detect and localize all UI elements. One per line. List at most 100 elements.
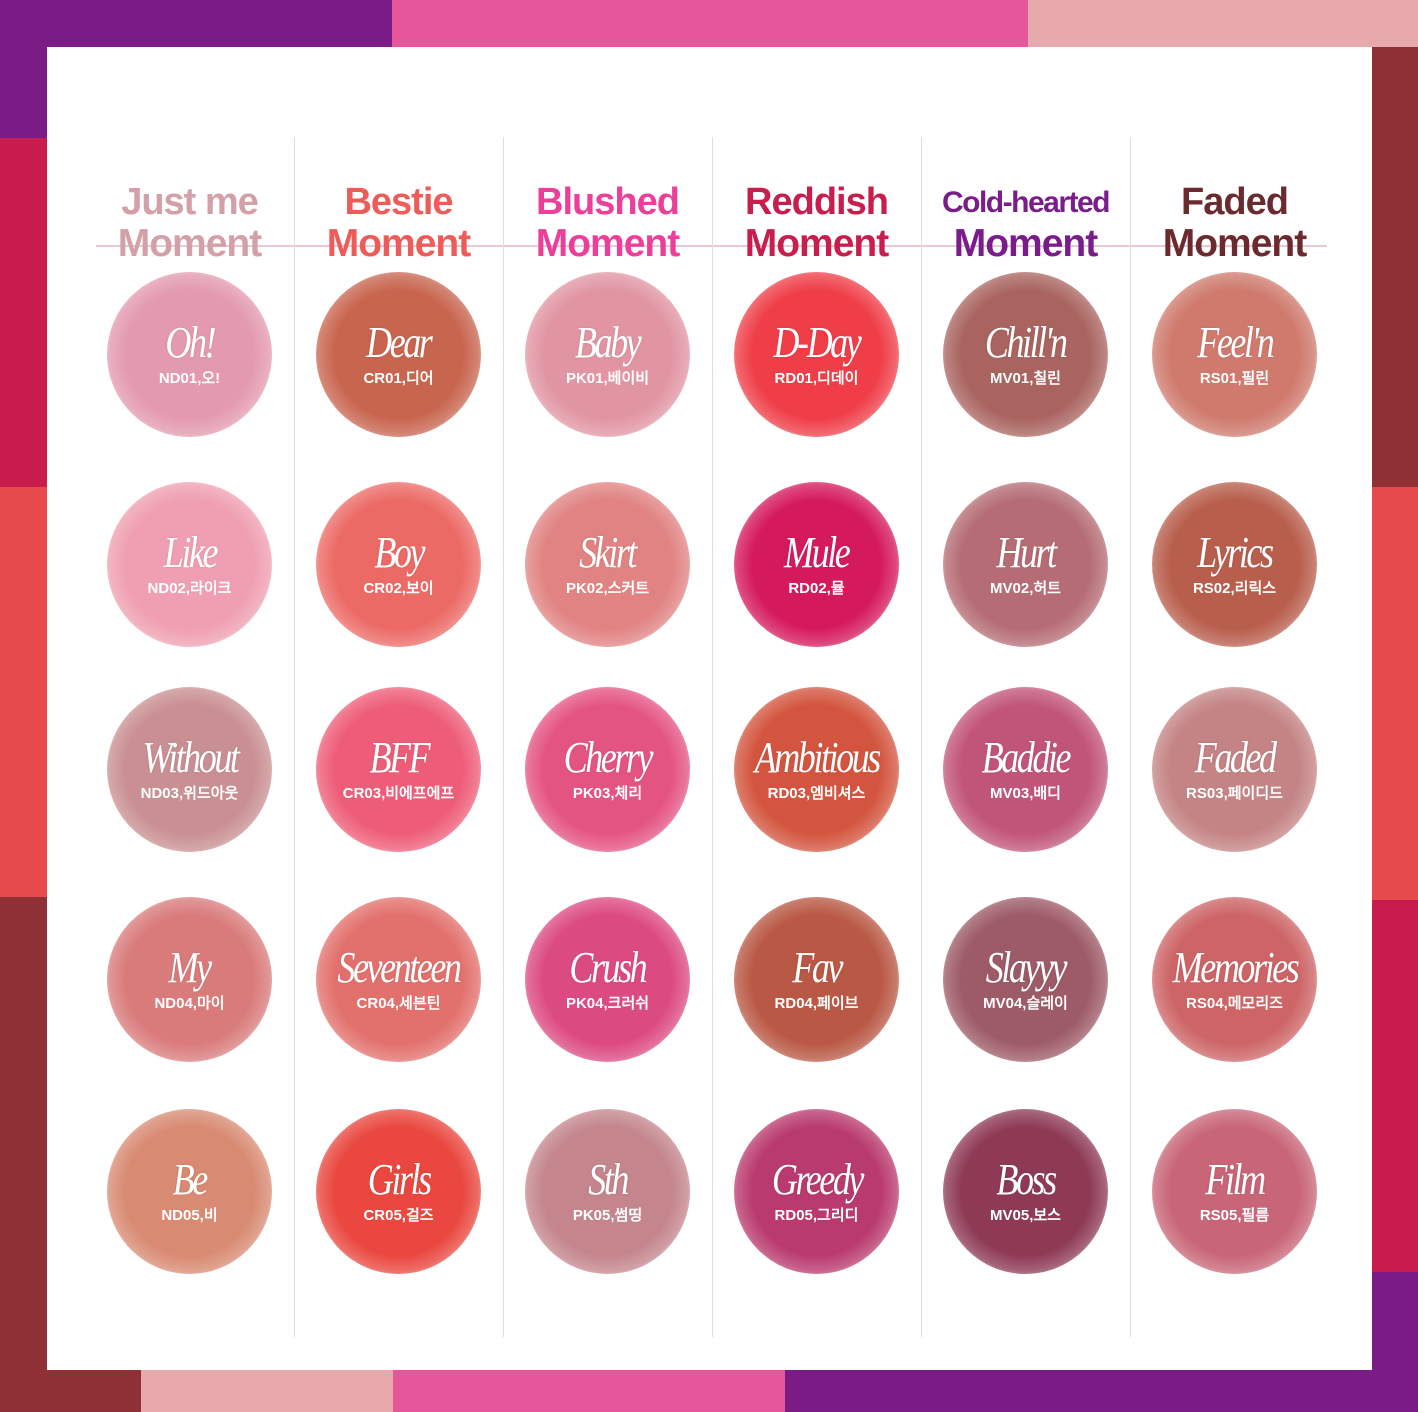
swatch-code: RD02,뮬 bbox=[788, 580, 845, 597]
column-title-line2: Moment bbox=[535, 222, 681, 265]
color-swatch[interactable]: Skirt PK02,스커트 bbox=[525, 482, 690, 647]
swatch-code: ND04,마이 bbox=[154, 995, 225, 1012]
column: Faded Moment Feel'n RS01,필린 Lyrics RS02,리릭스 Fa… bbox=[1130, 132, 1339, 1342]
column-title-line1: Bestie bbox=[344, 181, 453, 223]
swatch-name: Baddie bbox=[981, 733, 1072, 782]
frame-block bbox=[0, 897, 47, 1412]
swatch-code: CR04,세븐틴 bbox=[356, 995, 441, 1012]
color-swatch[interactable]: Mule RD02,뮬 bbox=[734, 482, 899, 647]
column-title-line1: Blushed bbox=[536, 181, 680, 223]
color-swatch[interactable]: Feel'n RS01,필린 bbox=[1152, 272, 1317, 437]
swatch-name: Chill'n bbox=[985, 318, 1068, 367]
column-title-line2: Moment bbox=[326, 222, 472, 265]
frame-block bbox=[1028, 0, 1418, 47]
column: Reddish Moment D-Day RD01,디데이 Mule RD02,뮬 Ambi… bbox=[712, 132, 921, 1342]
color-swatch[interactable]: Boy CR02,보이 bbox=[316, 482, 481, 647]
swatch-code: PK05,썸띵 bbox=[572, 1207, 643, 1224]
color-swatch[interactable]: Greedy RD05,그리디 bbox=[734, 1109, 899, 1274]
column-divider bbox=[1130, 137, 1131, 1337]
color-swatch[interactable]: Lyrics RS02,리릭스 bbox=[1152, 482, 1317, 647]
swatch-name: Baby bbox=[575, 318, 642, 367]
color-swatch[interactable]: Cherry PK03,체리 bbox=[525, 687, 690, 852]
column-title-line2: Moment bbox=[744, 222, 890, 265]
swatch-code: PK04,크러쉬 bbox=[565, 995, 650, 1012]
frame-block bbox=[1372, 47, 1418, 487]
column-divider bbox=[294, 137, 295, 1337]
swatch-name: BFF bbox=[369, 733, 430, 782]
color-swatch[interactable]: My ND04,마이 bbox=[107, 897, 272, 1062]
color-swatch[interactable]: Faded RS03,페이디드 bbox=[1152, 687, 1317, 852]
frame-block bbox=[785, 1370, 1418, 1412]
color-swatch[interactable]: D-Day RD01,디데이 bbox=[734, 272, 899, 437]
frame-block bbox=[393, 1370, 785, 1412]
swatch-name: Skirt bbox=[579, 528, 638, 577]
color-swatch[interactable]: Memories RS04,메모리즈 bbox=[1152, 897, 1317, 1062]
swatch-code: ND03,위드아웃 bbox=[140, 785, 239, 802]
column: Blushed Moment Baby PK01,베이비 Skirt PK02,스커트 Ch… bbox=[503, 132, 712, 1342]
column-title-line2: Moment bbox=[117, 222, 263, 265]
column-title-line1: Reddish bbox=[745, 181, 889, 223]
swatch-name: Without bbox=[141, 733, 240, 782]
swatch-code: RS04,메모리즈 bbox=[1186, 995, 1283, 1012]
swatch-name: Be bbox=[172, 1155, 209, 1204]
swatch-name: Like bbox=[163, 528, 218, 577]
color-swatch[interactable]: Crush PK04,크러쉬 bbox=[525, 897, 690, 1062]
swatch-name: Memories bbox=[1172, 943, 1299, 992]
color-swatch[interactable]: Girls CR05,걸즈 bbox=[316, 1109, 481, 1274]
color-swatch[interactable]: Film RS05,필름 bbox=[1152, 1109, 1317, 1274]
column-title-line1: Just me bbox=[121, 181, 259, 223]
swatch-name: Seventeen bbox=[337, 943, 462, 992]
swatch-name: Feel'n bbox=[1196, 318, 1275, 367]
color-swatch[interactable]: BFF CR03,비에프에프 bbox=[316, 687, 481, 852]
swatch-name: Slayyy bbox=[985, 943, 1068, 992]
color-swatch[interactable]: Fav RD04,페이브 bbox=[734, 897, 899, 1062]
swatch-code: MV01,칠린 bbox=[990, 370, 1061, 387]
swatch-name: Hurt bbox=[996, 528, 1057, 577]
swatch-code: PK03,체리 bbox=[572, 785, 643, 802]
color-swatch[interactable]: Seventeen CR04,세븐틴 bbox=[316, 897, 481, 1062]
frame-block bbox=[141, 1370, 393, 1412]
swatch-name: Cherry bbox=[563, 733, 654, 782]
swatch-name: Crush bbox=[569, 943, 648, 992]
column-title: Blushed Moment bbox=[503, 181, 712, 265]
color-swatch[interactable]: Ambitious RD03,엠비셔스 bbox=[734, 687, 899, 852]
color-swatch[interactable]: Hurt MV02,허트 bbox=[943, 482, 1108, 647]
swatch-code: MV03,배디 bbox=[990, 785, 1061, 802]
column-divider bbox=[921, 137, 922, 1337]
swatch-name: Greedy bbox=[771, 1155, 864, 1204]
column-title: Reddish Moment bbox=[712, 181, 921, 265]
color-swatch[interactable]: Oh! ND01,오! bbox=[107, 272, 272, 437]
column-title: Bestie Moment bbox=[294, 181, 503, 265]
color-swatch[interactable]: Like ND02,라이크 bbox=[107, 482, 272, 647]
swatch-code: CR02,보이 bbox=[363, 580, 434, 597]
swatch-name: Fav bbox=[792, 943, 843, 992]
column-title-line1: Faded bbox=[1181, 181, 1289, 223]
color-swatch[interactable]: Chill'n MV01,칠린 bbox=[943, 272, 1108, 437]
column-title: Just me Moment bbox=[85, 181, 294, 265]
swatch-code: RD05,그리디 bbox=[774, 1207, 859, 1224]
column-title-line2: Moment bbox=[1162, 222, 1308, 265]
swatch-code: RD01,디데이 bbox=[774, 370, 859, 387]
swatch-name: Girls bbox=[367, 1155, 432, 1204]
color-swatch[interactable]: Baddie MV03,배디 bbox=[943, 687, 1108, 852]
swatch-name: Film bbox=[1205, 1155, 1266, 1204]
swatch-code: RS05,필름 bbox=[1199, 1207, 1270, 1224]
color-swatch[interactable]: Slayyy MV04,슬레이 bbox=[943, 897, 1108, 1062]
color-swatch[interactable]: Baby PK01,베이비 bbox=[525, 272, 690, 437]
swatch-name: My bbox=[168, 943, 213, 992]
frame-block bbox=[392, 0, 1028, 47]
column: Cold-hearted Moment Chill'n MV01,칠린 Hurt MV02… bbox=[921, 132, 1130, 1342]
frame-block bbox=[0, 487, 47, 897]
color-swatch[interactable]: Boss MV05,보스 bbox=[943, 1109, 1108, 1274]
color-swatch[interactable]: Dear CR01,디어 bbox=[316, 272, 481, 437]
frame-block bbox=[0, 0, 47, 138]
column-title-line2: Moment bbox=[953, 222, 1099, 265]
color-swatch[interactable]: Without ND03,위드아웃 bbox=[107, 687, 272, 852]
column-divider bbox=[503, 137, 504, 1337]
swatch-code: PK02,스커트 bbox=[565, 580, 650, 597]
swatch-code: CR01,디어 bbox=[363, 370, 434, 387]
swatch-code: ND05,비 bbox=[161, 1207, 218, 1224]
color-swatch[interactable]: Sth PK05,썸띵 bbox=[525, 1109, 690, 1274]
color-swatch[interactable]: Be ND05,비 bbox=[107, 1109, 272, 1274]
swatch-code: PK01,베이비 bbox=[565, 370, 650, 387]
